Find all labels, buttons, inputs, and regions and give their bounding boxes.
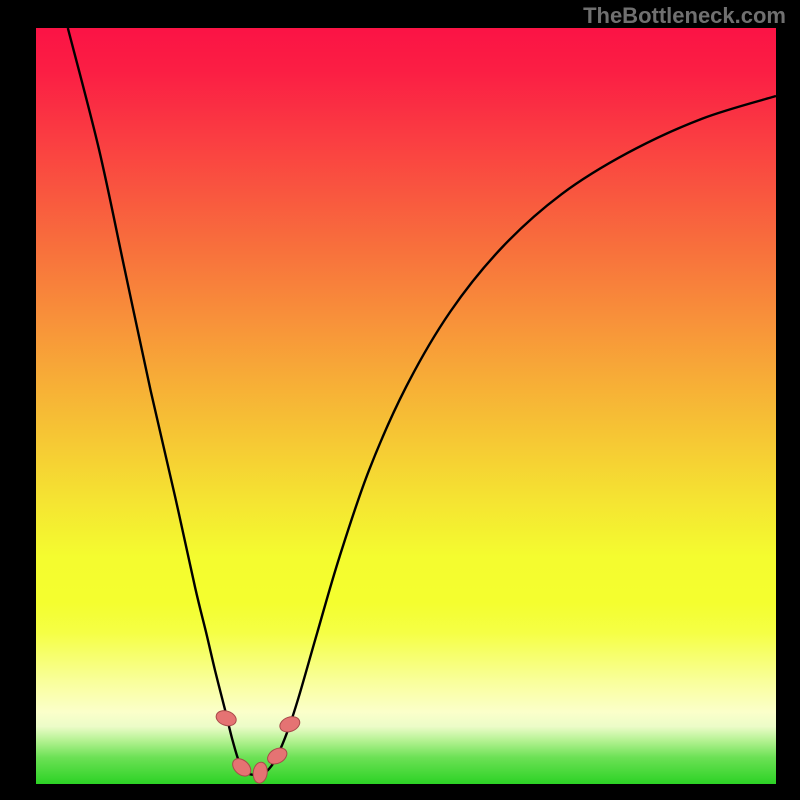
data-marker [252,761,269,784]
watermark-text: TheBottleneck.com [583,3,786,29]
data-marker [278,714,302,735]
plot-area [36,28,776,784]
bottleneck-curve [68,28,776,775]
data-marker [229,755,254,779]
data-marker [265,745,290,767]
chart-container: TheBottleneck.com [0,0,800,800]
data-marker [214,708,238,728]
curve-overlay [36,28,776,784]
